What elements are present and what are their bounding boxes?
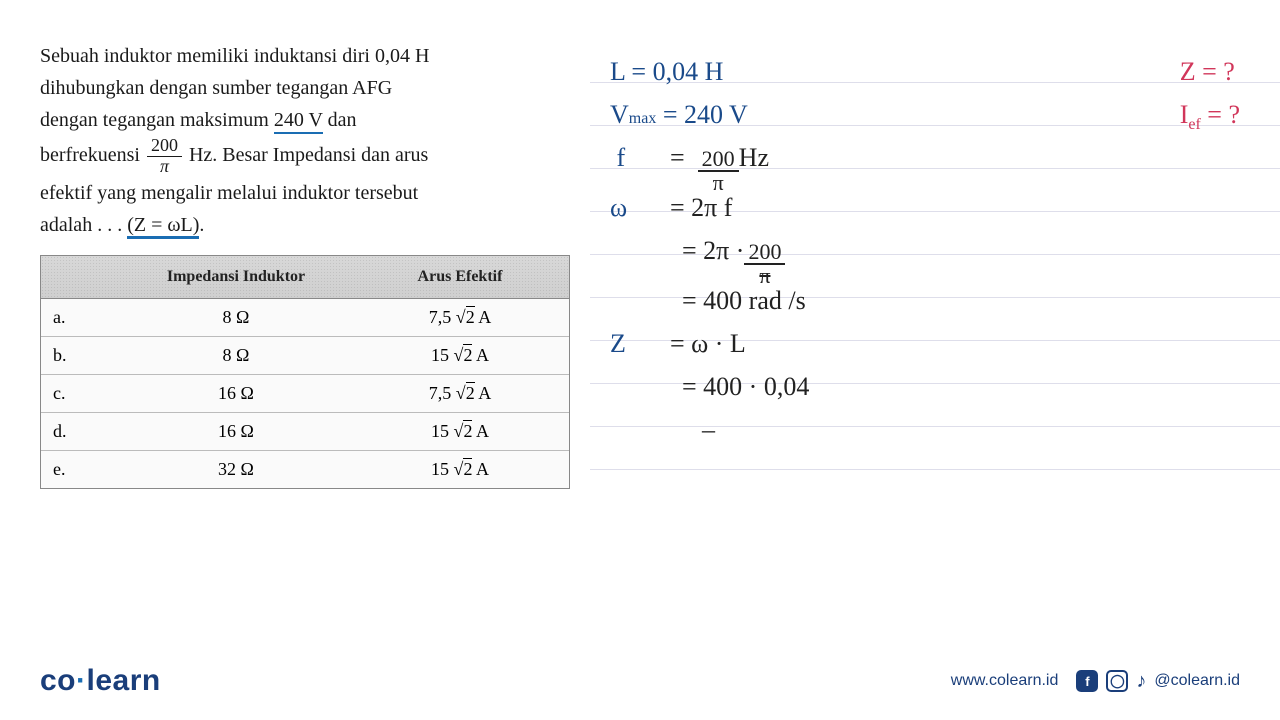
given-Vmax: Vmax = 240 V (610, 93, 1240, 136)
sqrt-icon: 2 (454, 459, 473, 479)
social-icons: f ◯ ♪ @colearn.id (1076, 670, 1240, 693)
Z-line3: – (610, 408, 1240, 451)
impedance-value: 16 Ω (121, 413, 351, 450)
social-handle: @colearn.id (1154, 672, 1240, 690)
sqrt-icon: 2 (454, 345, 473, 365)
tiktok-icon: ♪ (1136, 670, 1146, 693)
table-header-blank (41, 256, 121, 298)
table-row: b. 8 Ω 15 2 A (41, 337, 569, 375)
unknowns-block: Z = ? Ief = ? (1180, 50, 1240, 146)
handwritten-work: Z = ? Ief = ? L = 0,04 H Vmax = 240 V f … (610, 50, 1240, 451)
table-row: e. 32 Ω 15 2 A (41, 451, 569, 488)
current-value: 7,5 2 A (351, 375, 569, 412)
impedance-value: 8 Ω (121, 337, 351, 374)
table-header-row: Impedansi Induktor Arus Efektif (41, 256, 569, 299)
omega-line3: = 400 rad /s (610, 279, 1240, 322)
footer: co·learn www.colearn.id f ◯ ♪ @colearn.i… (40, 664, 1240, 698)
fraction-denominator: π (156, 157, 173, 177)
problem-line3b: dan (323, 109, 357, 131)
sqrt-icon: 2 (456, 383, 475, 403)
voltage-240: 240 V (274, 109, 323, 134)
problem-line4b: Hz. Besar Impedansi dan arus (184, 144, 428, 166)
problem-text: Sebuah induktor memiliki induktansi diri… (40, 40, 570, 241)
problem-line1: Sebuah induktor memiliki induktansi diri… (40, 45, 429, 67)
problem-line3a: dengan tegangan maksimum (40, 109, 274, 131)
current-value: 7,5 2 A (351, 299, 569, 336)
option-label: c. (41, 375, 121, 412)
problem-line5: efektif yang mengalir melalui induktor t… (40, 182, 418, 204)
option-label: e. (41, 451, 121, 488)
fraction-numerator: 200 (147, 136, 182, 157)
table-header-current: Arus Efektif (351, 256, 569, 298)
unknown-z: Z = ? (1180, 50, 1240, 93)
impedance-value: 8 Ω (121, 299, 351, 336)
Z-line1: Z = ω · L (610, 322, 1240, 365)
current-value: 15 2 A (351, 413, 569, 450)
problem-line4a: berfrekuensi (40, 144, 145, 166)
z-formula: (Z = ωL) (127, 214, 199, 239)
given-f: f = 200 π Hz (610, 136, 1240, 186)
option-label: d. (41, 413, 121, 450)
table-row: c. 16 Ω 7,5 2 A (41, 375, 569, 413)
option-label: a. (41, 299, 121, 336)
left-column: Sebuah induktor memiliki induktansi diri… (40, 40, 570, 489)
problem-line6a: adalah . . . (40, 214, 127, 236)
right-column: Z = ? Ief = ? L = 0,04 H Vmax = 240 V f … (610, 40, 1240, 489)
problem-line6b: . (199, 214, 204, 236)
instagram-icon: ◯ (1106, 670, 1128, 692)
impedance-value: 32 Ω (121, 451, 351, 488)
sqrt-icon: 2 (454, 421, 473, 441)
page: Sebuah induktor memiliki induktansi diri… (0, 0, 1280, 489)
omega-line1: ω = 2π f (610, 186, 1240, 229)
current-value: 15 2 A (351, 337, 569, 374)
logo-learn: learn (87, 664, 161, 697)
table-header-impedance: Impedansi Induktor (121, 256, 351, 298)
footer-url: www.colearn.id (951, 672, 1059, 690)
table-row: a. 8 Ω 7,5 2 A (41, 299, 569, 337)
current-value: 15 2 A (351, 451, 569, 488)
facebook-icon: f (1076, 670, 1098, 692)
problem-line2: dihubungkan dengan sumber tegangan AFG (40, 77, 392, 99)
colearn-logo: co·learn (40, 664, 161, 698)
sqrt-icon: 2 (456, 307, 475, 327)
impedance-value: 16 Ω (121, 375, 351, 412)
omega-line2: = 2π · 200 π (610, 229, 1240, 279)
footer-right: www.colearn.id f ◯ ♪ @colearn.id (951, 670, 1240, 693)
option-label: b. (41, 337, 121, 374)
Z-line2: = 400 · 0,04 (610, 365, 1240, 408)
logo-co: co (40, 664, 76, 697)
table-row: d. 16 Ω 15 2 A (41, 413, 569, 451)
logo-dot-icon: · (76, 664, 87, 697)
answer-table: Impedansi Induktor Arus Efektif a. 8 Ω 7… (40, 255, 570, 489)
unknown-ief: Ief = ? (1180, 93, 1240, 146)
given-L: L = 0,04 H (610, 50, 1240, 93)
frequency-fraction: 200π (147, 136, 182, 177)
